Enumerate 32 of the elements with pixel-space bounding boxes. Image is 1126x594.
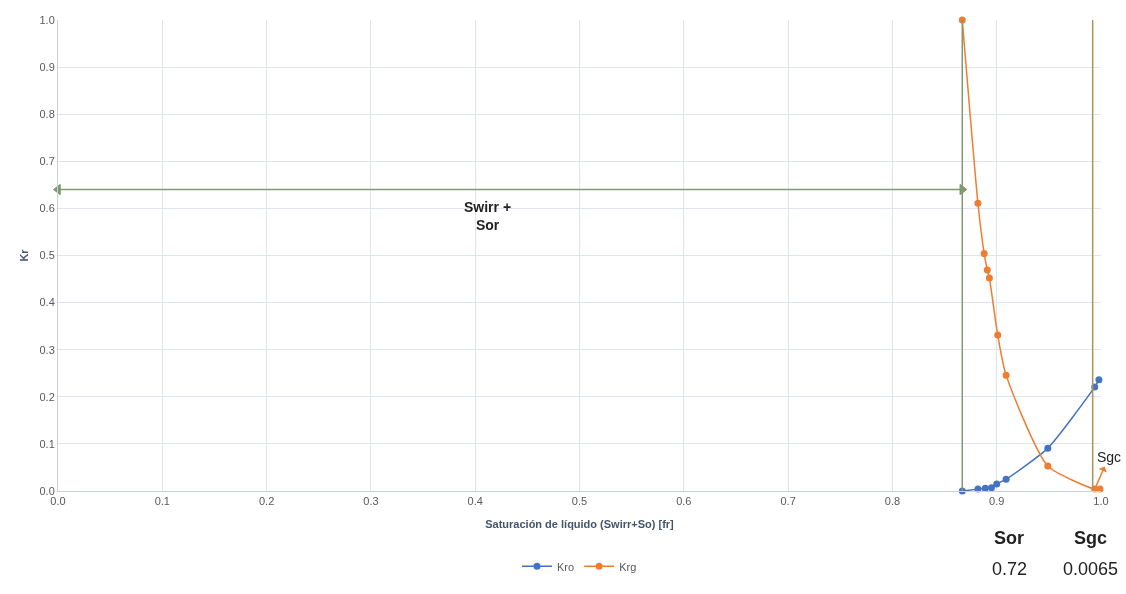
text: Sor — [994, 528, 1025, 548]
y-tick-label: 0.5 — [39, 249, 55, 262]
y-tick-label: 0.2 — [39, 390, 55, 403]
x-tick-label: 0.7 — [780, 495, 796, 508]
text: 0.0065 — [1063, 559, 1119, 579]
y-tick-label: 0.0 — [39, 484, 55, 497]
y-tick-label: 0.6 — [39, 202, 55, 215]
x-tick-label: 0.0 — [50, 495, 66, 508]
x-tick-label: 0.2 — [258, 495, 275, 508]
legend-label: Kro — [557, 560, 575, 573]
x-tick-label: 0.9 — [989, 495, 1005, 508]
y-tick-label: 0.8 — [39, 108, 55, 121]
legend-label: Krg — [619, 560, 637, 573]
text: 0.72 — [992, 559, 1028, 579]
y-tick-label: 0.3 — [39, 343, 55, 356]
x-tick-label: 1.0 — [1093, 495, 1109, 508]
x-tick-label: 0.6 — [676, 495, 692, 508]
y-tick-label: 0.7 — [39, 155, 55, 168]
x-tick-label: 0.5 — [571, 495, 588, 508]
x-axis-title: Saturación de líquido (Swirr+So) [fr] — [485, 518, 675, 531]
annotation: Sgc — [1097, 449, 1122, 465]
text: Sgc — [1074, 528, 1108, 548]
x-tick-label: 0.8 — [884, 495, 901, 508]
y-tick-label: 0.1 — [39, 437, 55, 450]
y-tick-label: 0.4 — [39, 296, 55, 309]
y-axis-title: Kr — [18, 248, 31, 262]
y-tick-label: 0.9 — [39, 60, 55, 73]
x-tick-label: 0.1 — [154, 495, 170, 508]
y-tick-label: 1.0 — [39, 13, 55, 26]
x-tick-label: 0.3 — [363, 495, 379, 508]
annotation: Swirr + Sor — [464, 199, 512, 234]
x-tick-label: 0.4 — [467, 495, 483, 508]
